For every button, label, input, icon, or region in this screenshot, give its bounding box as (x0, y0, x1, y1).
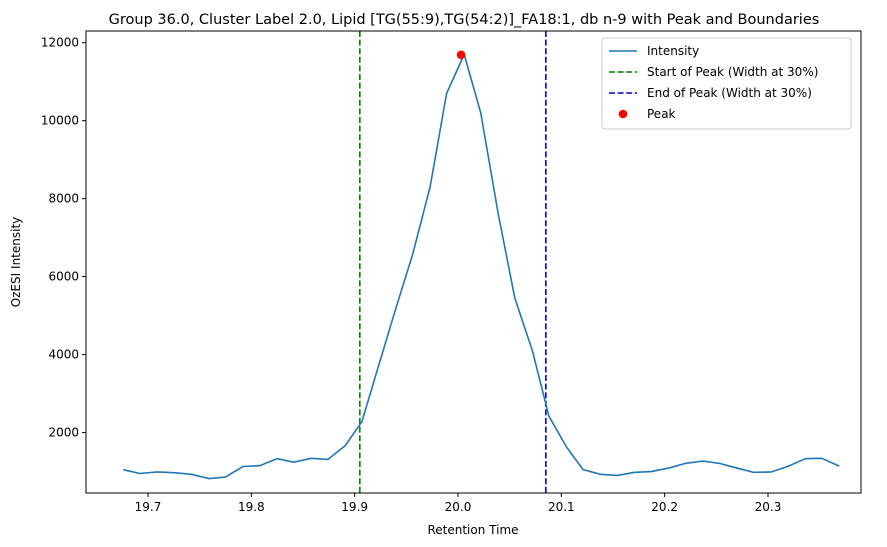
y-tick-label: 8000 (48, 192, 79, 206)
intensity-series-line (123, 53, 840, 480)
y-axis-label: OzESI Intensity (9, 217, 23, 308)
y-tick-label: 10000 (41, 114, 79, 128)
x-tick-label: 20.2 (651, 500, 678, 514)
x-axis-label: Retention Time (427, 523, 518, 537)
x-tick-label: 20.3 (755, 500, 782, 514)
legend-item-peak: Peak (647, 107, 676, 121)
x-tick-label: 20.0 (445, 500, 472, 514)
legend: Intensity Start of Peak (Width at 30%) End… (601, 37, 852, 130)
x-tick-label: 19.7 (135, 500, 162, 514)
y-tick-label: 2000 (48, 426, 79, 440)
legend-peak-marker (618, 109, 628, 119)
y-tick-label: 4000 (48, 348, 79, 362)
y-tick-label: 6000 (48, 270, 79, 284)
legend-box (601, 37, 852, 130)
peak-marker (456, 50, 466, 60)
legend-item-start-of-peak: Start of Peak (Width at 30%) (647, 65, 818, 79)
legend-item-intensity: Intensity (647, 44, 699, 58)
x-tick-label: 19.9 (341, 500, 368, 514)
y-tick-label: 12000 (41, 36, 79, 50)
legend-item-end-of-peak: End of Peak (Width at 30%) (647, 86, 812, 100)
x-tick-label: 19.8 (238, 500, 265, 514)
x-tick-label: 20.1 (548, 500, 575, 514)
plot-frame (85, 30, 862, 494)
chart-title: Group 36.0, Cluster Label 2.0, Lipid [TG… (109, 12, 820, 28)
